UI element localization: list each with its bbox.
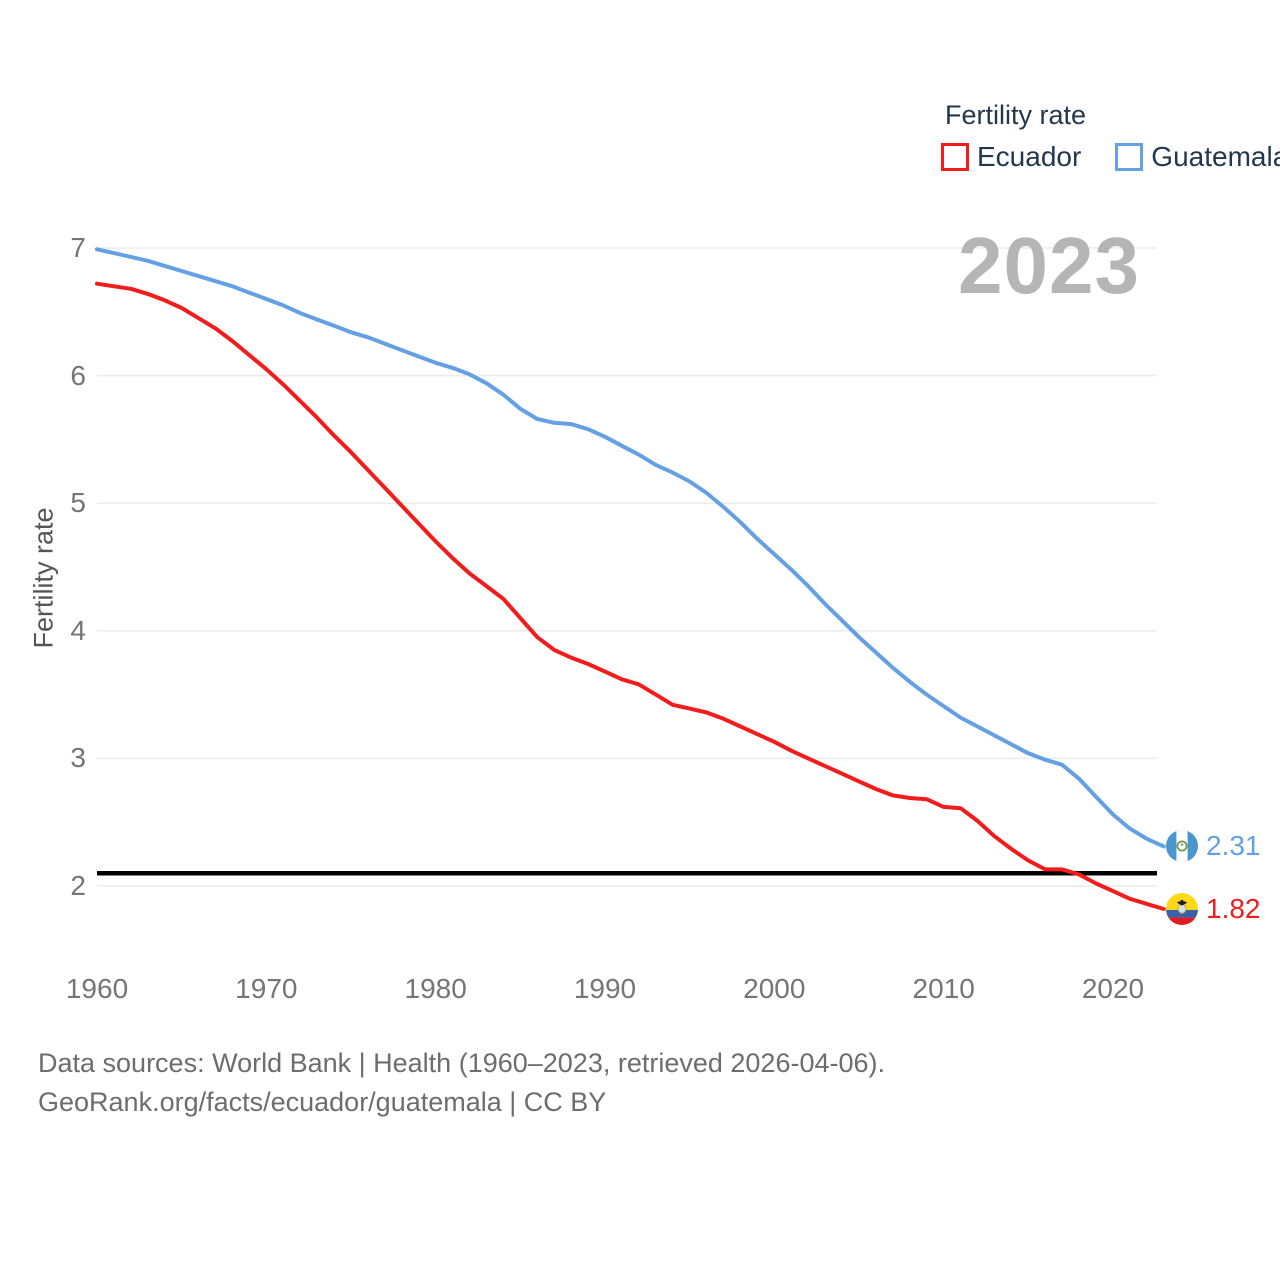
y-tick-label: 4 bbox=[70, 614, 86, 646]
legend-title: Fertility rate bbox=[945, 100, 1087, 130]
ecuador-swatch-icon bbox=[941, 143, 969, 171]
legend-item-label: Ecuador bbox=[977, 141, 1082, 172]
ecuador-end-label: 1.82 bbox=[1166, 892, 1261, 925]
guatemala-end-label: 2.31 bbox=[1166, 830, 1261, 863]
guatemala-flag-icon bbox=[1166, 830, 1198, 863]
guatemala-series-line bbox=[95, 247, 1166, 849]
guatemala-end-value: 2.31 bbox=[1206, 830, 1261, 862]
footer: Data sources: World Bank | Health (1960–… bbox=[38, 1044, 885, 1122]
legend-item-ecuador[interactable]: Ecuador bbox=[941, 141, 1081, 173]
ecuador-end-value: 1.82 bbox=[1206, 892, 1261, 924]
data-sources-text: Data sources: World Bank | Health (1960–… bbox=[38, 1048, 885, 1078]
legend-item-guatemala[interactable]: Guatemala bbox=[1115, 141, 1280, 173]
y-tick-label: 2 bbox=[70, 870, 86, 901]
y-tick-label: 7 bbox=[70, 232, 86, 263]
ecuador-flag-icon bbox=[1166, 892, 1198, 925]
x-tick-label: 1980 bbox=[404, 973, 467, 1004]
x-tick-label: 2020 bbox=[1081, 973, 1145, 1004]
legend-row: Ecuador Guatemala bbox=[941, 141, 1280, 173]
year-watermark: 2023 bbox=[958, 221, 1140, 310]
attribution-text: GeoRank.org/facts/ecuador/guatemala | CC… bbox=[38, 1087, 607, 1117]
x-tick-label: 1990 bbox=[573, 973, 637, 1004]
ecuador-series-line bbox=[95, 281, 1166, 911]
x-tick-label: 1960 bbox=[65, 973, 129, 1004]
legend-item-label: Guatemala bbox=[1151, 141, 1280, 172]
x-tick-label: 2010 bbox=[912, 973, 975, 1004]
y-tick-label: 6 bbox=[70, 359, 86, 391]
y-tick-label: 5 bbox=[70, 487, 86, 519]
x-tick-label: 1970 bbox=[235, 973, 298, 1004]
guatemala-swatch-icon bbox=[1115, 143, 1144, 171]
legend: Fertility rate Ecuador Guatemala bbox=[941, 100, 1280, 173]
x-tick-label: 2000 bbox=[743, 973, 806, 1004]
y-tick-label: 3 bbox=[70, 742, 86, 774]
